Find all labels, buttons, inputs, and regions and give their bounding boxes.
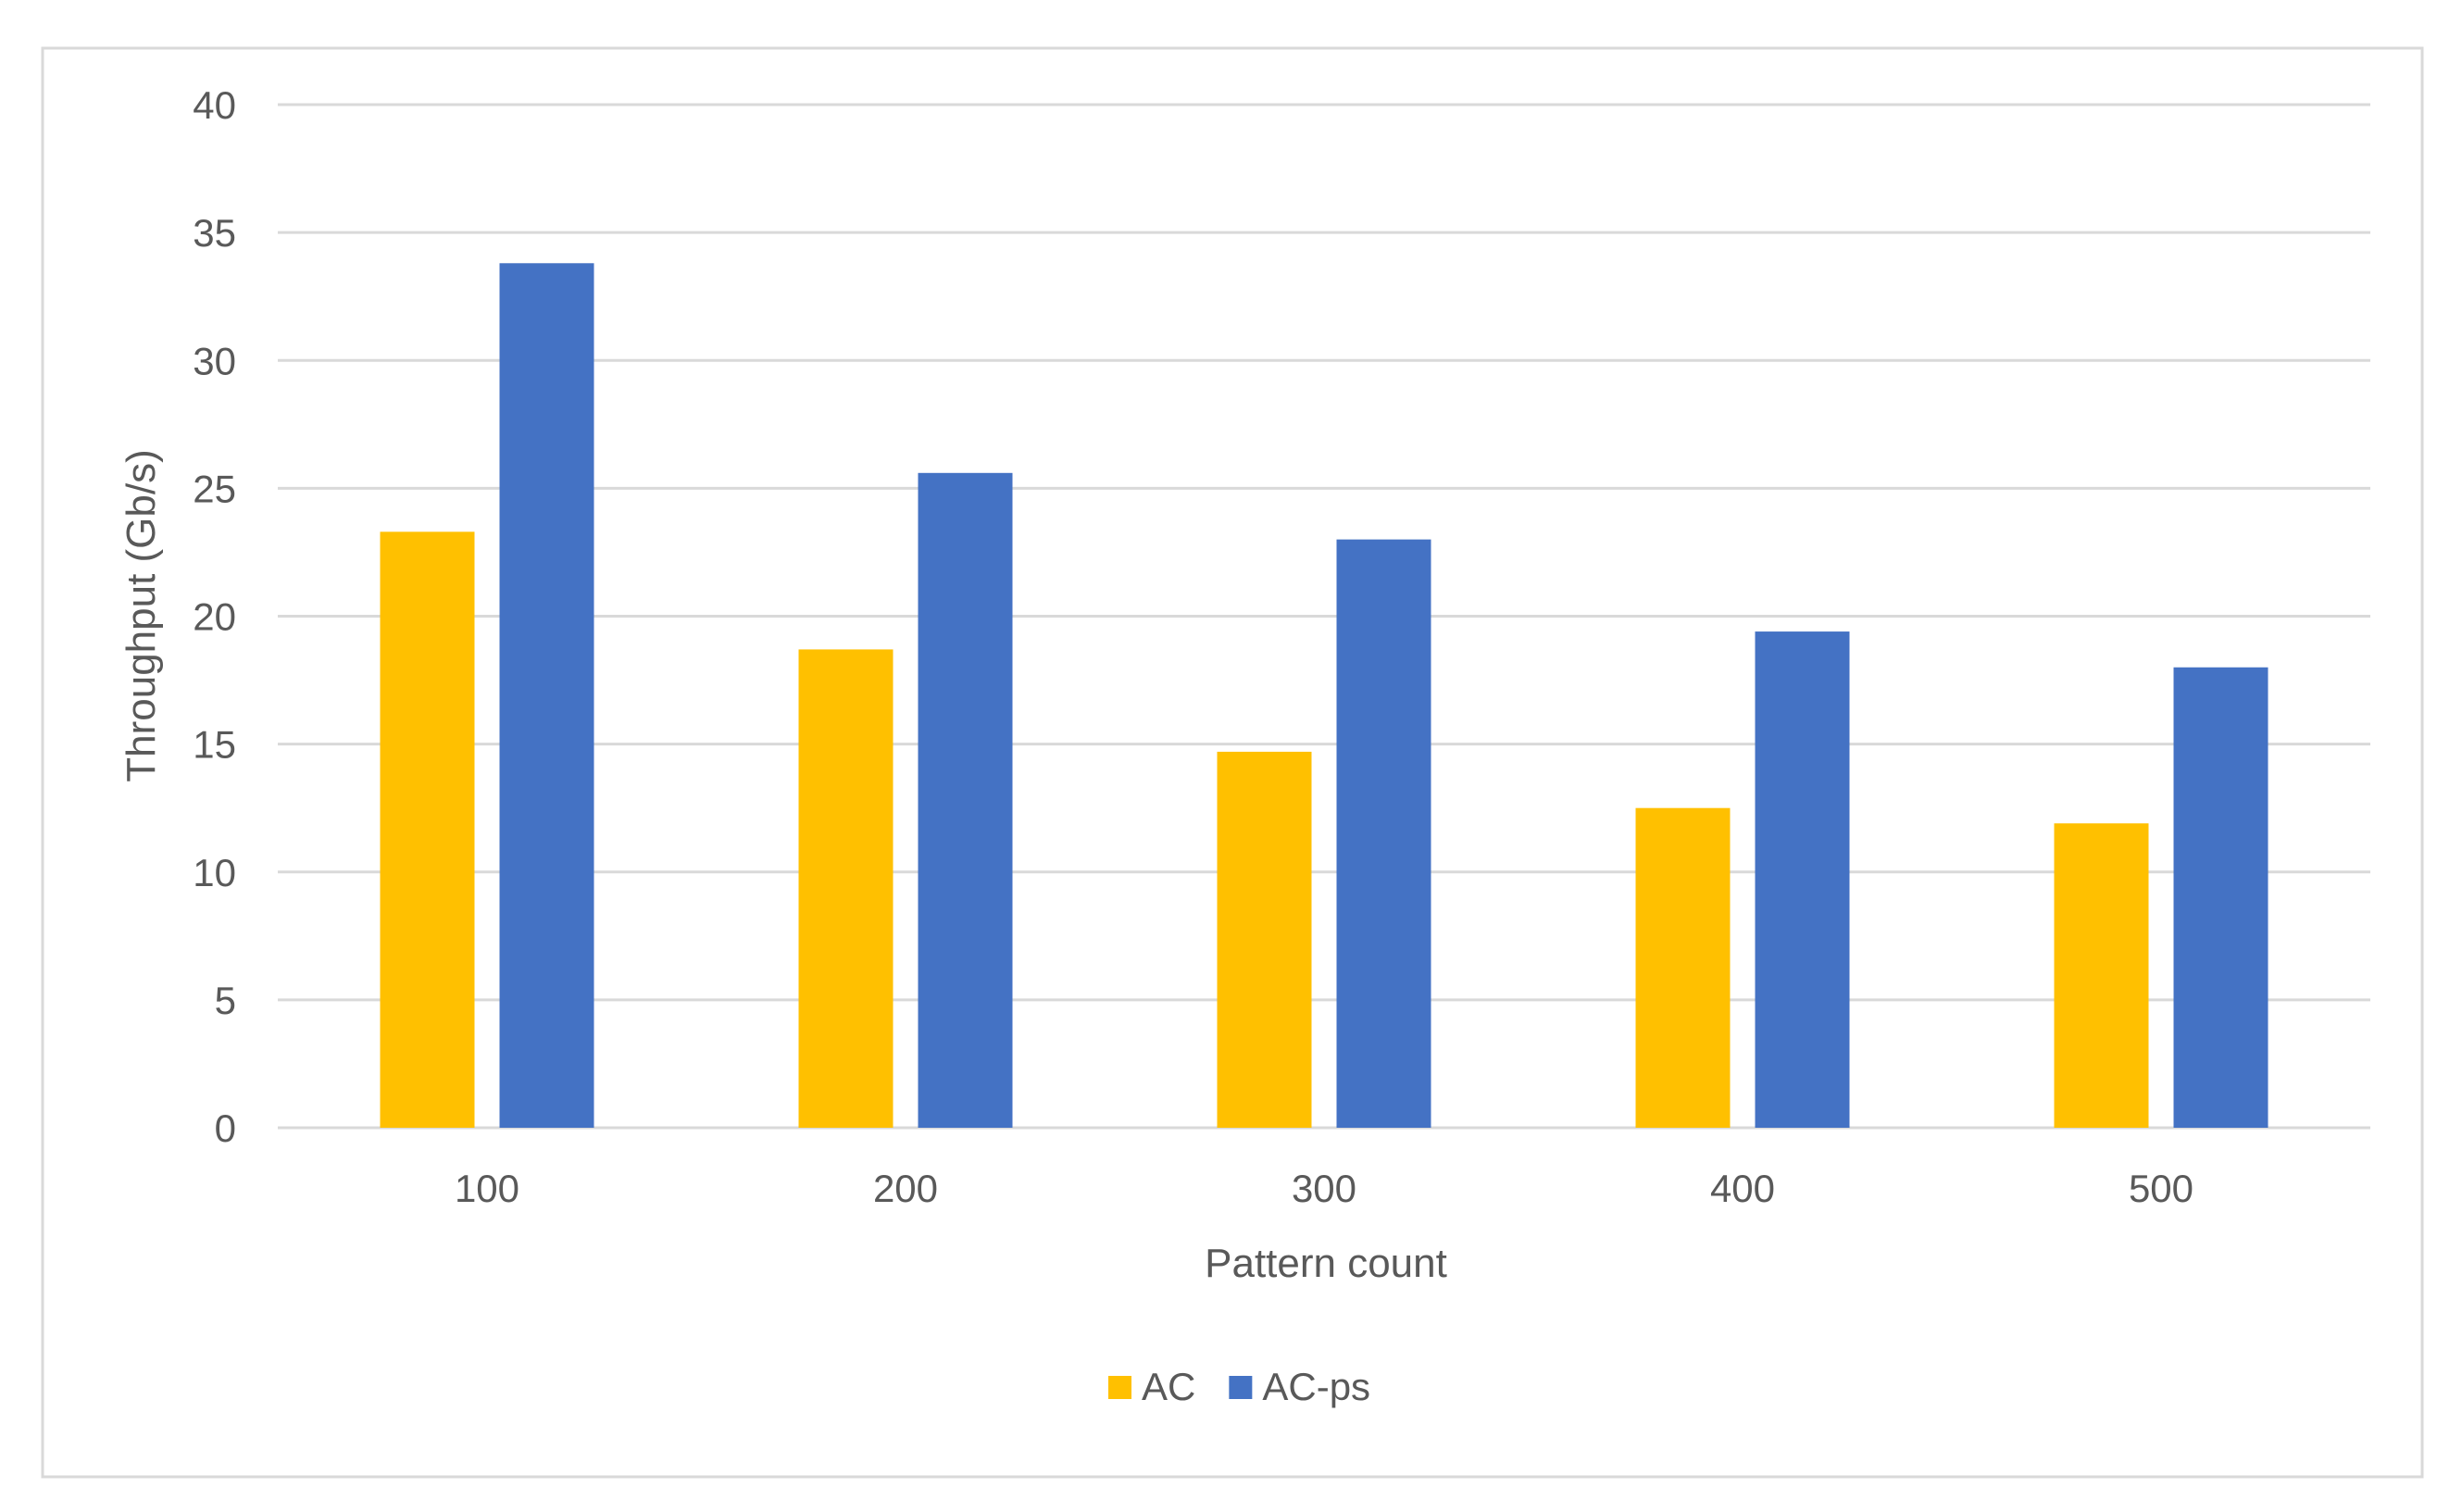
bar-ac-ps-500 (2173, 667, 2268, 1128)
x-axis-label: Pattern count (1205, 1241, 1447, 1286)
legend-swatch-ac-ps (1229, 1376, 1253, 1399)
bar-ac-100 (380, 531, 475, 1128)
x-tick-label: 100 (455, 1167, 519, 1210)
y-tick-label: 5 (215, 979, 236, 1022)
legend-swatch-ac (1108, 1376, 1131, 1399)
y-tick-label: 10 (193, 851, 236, 894)
x-tick-label: 300 (1292, 1167, 1356, 1210)
y-tick-label: 0 (215, 1106, 236, 1150)
x-tick-label: 500 (2129, 1167, 2193, 1210)
x-tick-label: 200 (873, 1167, 938, 1210)
y-axis-label: Throughput (Gb/s) (119, 449, 164, 782)
y-tick-label: 15 (193, 723, 236, 767)
y-tick-label: 30 (193, 339, 236, 382)
bar-ac-ps-100 (499, 263, 594, 1128)
bar-ac-200 (798, 649, 894, 1128)
y-tick-label: 40 (193, 83, 236, 127)
x-tick-labels: 100 200 300 400 500 (455, 1167, 2193, 1210)
y-tick-label: 25 (193, 467, 236, 510)
y-tick-labels: 0 5 10 15 20 25 30 35 40 (193, 83, 236, 1150)
y-tick-label: 20 (193, 595, 236, 639)
legend-label: AC (1142, 1365, 1195, 1408)
bars (380, 263, 2268, 1128)
bar-ac-ps-400 (1755, 631, 1850, 1128)
gridlines (278, 103, 2370, 1130)
bar-ac-400 (1635, 807, 1731, 1128)
x-tick-label: 400 (1710, 1167, 1775, 1210)
y-tick-label: 35 (193, 211, 236, 255)
legend: AC AC-ps (1108, 1365, 1370, 1408)
bar-ac-500 (2054, 823, 2149, 1128)
bar-ac-ps-200 (918, 472, 1013, 1128)
bar-ac-ps-300 (1336, 539, 1431, 1128)
legend-label: AC-ps (1262, 1365, 1370, 1408)
bar-ac-300 (1217, 751, 1312, 1128)
